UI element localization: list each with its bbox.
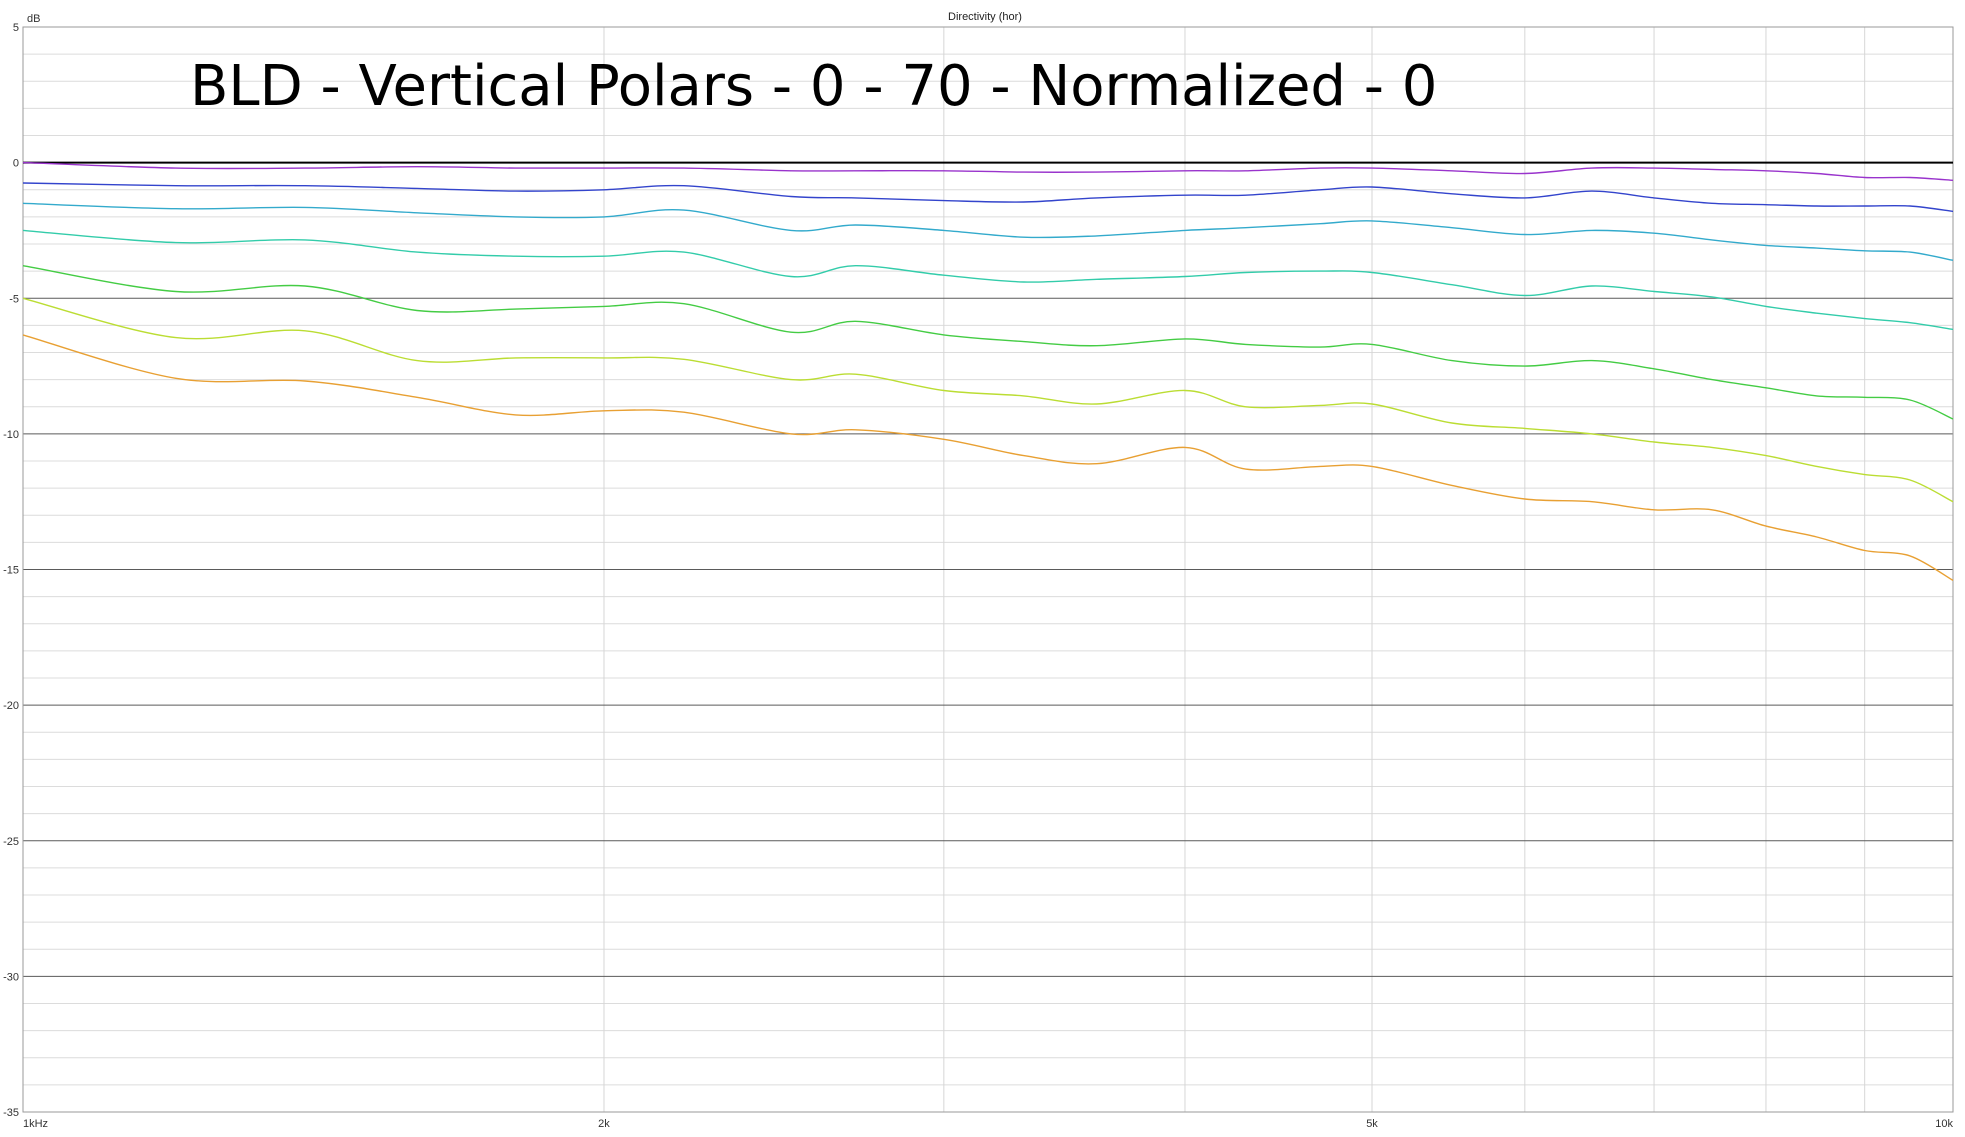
series-line-3	[22, 202, 1954, 261]
x-tick-label: 2k	[598, 1118, 610, 1130]
y-tick-label: 5	[13, 22, 19, 34]
series-line-7	[22, 334, 1954, 582]
series-layer	[22, 161, 1954, 582]
series-line-1	[22, 161, 1954, 181]
x-tick-labels: 1kHz 2k 5k 10k	[23, 1118, 1953, 1130]
y-tick-label: -15	[3, 565, 19, 577]
y-tick-label: -30	[3, 971, 19, 983]
y-tick-label: -20	[3, 700, 19, 712]
x-tick-label: 5k	[1366, 1118, 1378, 1130]
series-line-4	[22, 229, 1954, 331]
series-line-2	[22, 182, 1954, 213]
y-tick-label: -10	[3, 429, 19, 441]
y-tick-label: -25	[3, 836, 19, 848]
x-tick-label: 10k	[1935, 1118, 1953, 1130]
y-tick-label: 0	[13, 158, 19, 170]
x-tick-label: 1kHz	[23, 1118, 48, 1130]
y-tick-label: -35	[3, 1107, 19, 1119]
minor-gridlines	[23, 27, 1953, 1112]
overlay-title: BLD - Vertical Polars - 0 - 70 - Normali…	[190, 54, 1437, 119]
y-axis-unit: dB	[27, 13, 40, 25]
plot-frame	[22, 26, 1954, 1113]
y-tick-label: -5	[9, 293, 19, 305]
chart-title: Directivity (hor)	[948, 11, 1022, 23]
series-line-5	[22, 265, 1954, 420]
y-tick-labels: 5 0 -5 -10 -15 -20 -25 -30 -35	[3, 22, 19, 1119]
series-line-6	[22, 297, 1954, 503]
